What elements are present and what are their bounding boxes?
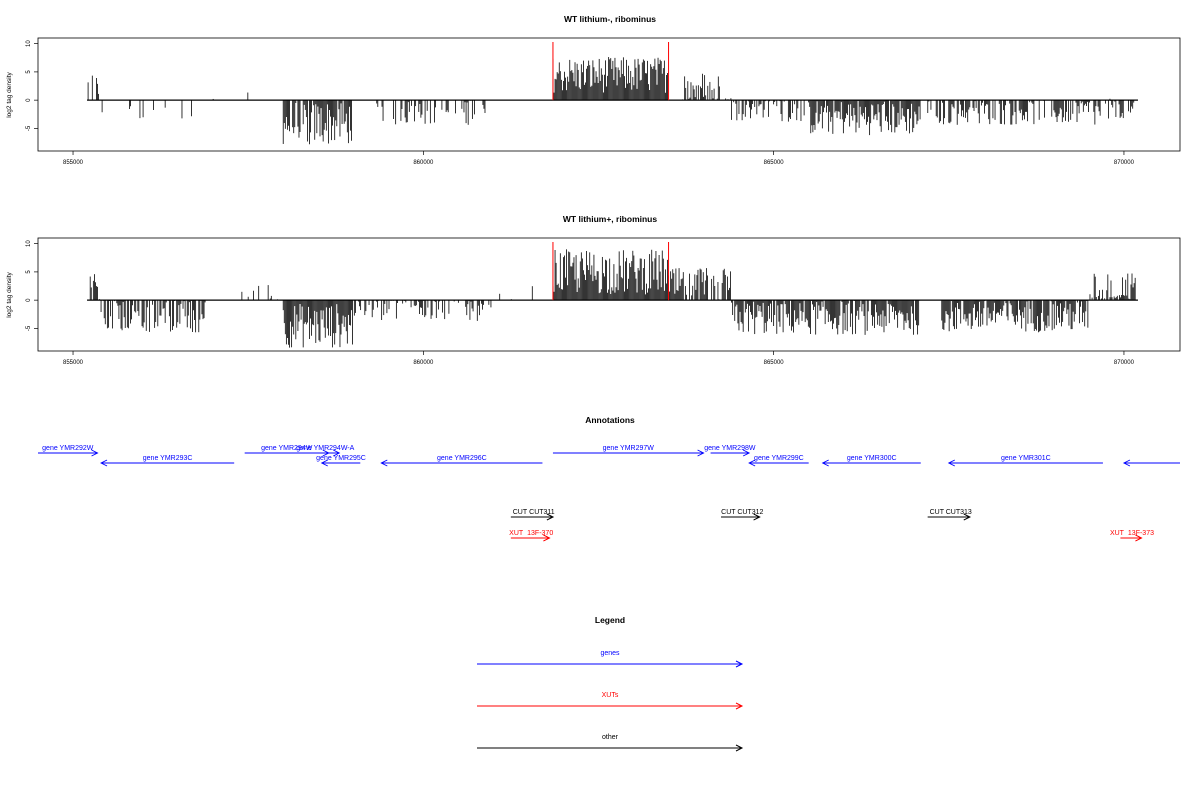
arrow-head xyxy=(742,449,751,457)
legend-label: other xyxy=(602,734,619,741)
annotation-label: gene YMR295C xyxy=(316,455,366,462)
plot-frame xyxy=(37,237,1181,352)
arrow-head xyxy=(748,459,756,467)
annotation-label: gene YMR297W xyxy=(603,445,655,452)
annotation-feature: gene YMR292W xyxy=(38,445,99,457)
y-tick-label: -5 xyxy=(26,325,32,331)
arrow-head xyxy=(697,449,705,457)
arrow-head xyxy=(963,513,971,521)
annotation-feature: gene YMR298W xyxy=(704,445,756,457)
track-panel-lithium-plus: WT lithium+, ribominus log2 tag density … xyxy=(6,214,1181,366)
arrow-head xyxy=(320,459,328,467)
arrow-head xyxy=(546,513,554,521)
arrow-head xyxy=(753,513,761,521)
arrow-head xyxy=(543,534,551,542)
y-tick-label: 0 xyxy=(26,298,32,302)
annotation-label: CUT313 xyxy=(946,509,972,516)
arrow-head xyxy=(821,459,829,467)
annotation-label: CUT311 xyxy=(529,509,555,516)
x-tick-label: 870000 xyxy=(1114,360,1135,366)
annotation-label: CUT xyxy=(721,509,736,516)
annotation-feature xyxy=(1122,459,1180,467)
y-tick-label: 5 xyxy=(26,70,32,74)
annotation-label: XUT xyxy=(1110,530,1125,537)
x-tick-label: 865000 xyxy=(764,360,785,366)
signal-bars xyxy=(87,249,1138,348)
x-tick-label: 860000 xyxy=(413,160,434,166)
annotation-feature: gene YMR299C xyxy=(748,455,809,467)
x-tick-label: 865000 xyxy=(764,160,785,166)
annotation-label: gene YMR293C xyxy=(143,455,193,462)
annotation-feature: 13F-370 xyxy=(510,530,553,542)
annotations-track: Annotations gene YMR292W gene YMR293C gene… xyxy=(38,415,1180,542)
y-axis-label: log2 tag density xyxy=(6,71,13,117)
annotation-label: gene YMR301C xyxy=(1001,455,1051,462)
legend-item: XUTs xyxy=(477,692,744,710)
y-axis-label: log2 tag density xyxy=(6,271,13,317)
arrow-head xyxy=(735,660,744,668)
legend: Legend genes XUTs other xyxy=(477,615,744,752)
annotation-label: XUT xyxy=(509,530,524,537)
plot-frame xyxy=(37,37,1181,152)
arrow-head xyxy=(333,449,341,457)
axis-ticks: 855000 860000 865000 870000 -5 0 5 10 xyxy=(26,40,1135,166)
signal-bars xyxy=(87,57,1138,145)
annotation-feature: gene YMR301C xyxy=(947,455,1103,467)
arrow-head xyxy=(735,702,744,710)
x-tick-label: 855000 xyxy=(63,360,84,366)
arrow-head xyxy=(380,459,388,467)
legend-items: genes XUTs other xyxy=(477,650,744,752)
legend-title: Legend xyxy=(595,615,625,625)
annotation-feature: CUT311 xyxy=(510,509,555,521)
annotation-feature: gene YMR296C xyxy=(380,455,543,467)
y-tick-label: 10 xyxy=(26,40,32,47)
arrow-head xyxy=(1122,459,1131,467)
axis-ticks: 855000 860000 865000 870000 -5 0 5 10 xyxy=(26,240,1135,366)
annotation-label: gene YMR292W xyxy=(42,445,94,452)
annotation-feature: gene YMR297W xyxy=(552,445,705,457)
arrow-head xyxy=(91,449,99,457)
track-panel-lithium-minus: WT lithium-, ribominus log2 tag density … xyxy=(6,14,1181,166)
annotation-feature: CUT312 xyxy=(721,509,763,521)
annotation-feature: 13F-373 xyxy=(1120,530,1154,542)
annotation-feature: CUT313 xyxy=(927,509,972,521)
y-tick-label: -5 xyxy=(26,125,32,131)
panel-title: WT lithium+, ribominus xyxy=(563,214,657,224)
x-tick-label: 870000 xyxy=(1114,160,1135,166)
annotation-label: gene YMR296C xyxy=(437,455,487,462)
arrow-head xyxy=(947,459,955,467)
annotation-label: gene YMR300C xyxy=(847,455,897,462)
arrow-head xyxy=(100,459,108,467)
y-tick-label: 10 xyxy=(26,240,32,247)
annotations-title: Annotations xyxy=(585,415,635,425)
arrow-head xyxy=(735,744,744,752)
annotation-label: gene YMR298W xyxy=(704,445,756,452)
annotation-label: 13F-373 xyxy=(1128,530,1154,537)
x-tick-label: 860000 xyxy=(413,360,434,366)
legend-item: other xyxy=(477,734,744,752)
x-tick-label: 855000 xyxy=(63,160,84,166)
annotation-feature: gene YMR300C xyxy=(821,455,921,467)
y-tick-label: 0 xyxy=(26,98,32,102)
legend-label: genes xyxy=(600,650,620,657)
annotation-label: gene YMR294W-A xyxy=(296,445,354,452)
legend-label: XUTs xyxy=(602,692,619,699)
region-markers xyxy=(552,42,670,101)
annotation-label: CUT xyxy=(930,509,945,516)
y-tick-label: 5 xyxy=(26,270,32,274)
annotation-label: CUT xyxy=(513,509,528,516)
annotation-feature: gene YMR294W-A xyxy=(296,445,355,457)
region-markers xyxy=(552,242,670,301)
annotation-feature: gene YMR295C xyxy=(316,455,366,467)
arrow-head xyxy=(1135,534,1143,542)
legend-item: genes xyxy=(477,650,744,668)
annotation-label: CUT312 xyxy=(737,509,763,516)
annotation-label: 13F-370 xyxy=(527,530,553,537)
annotation-label: gene YMR299C xyxy=(754,455,804,462)
annotation-feature: gene YMR293C xyxy=(100,455,235,467)
annotation-label: gene YMR294W xyxy=(261,445,313,452)
panel-title: WT lithium-, ribominus xyxy=(564,14,656,24)
